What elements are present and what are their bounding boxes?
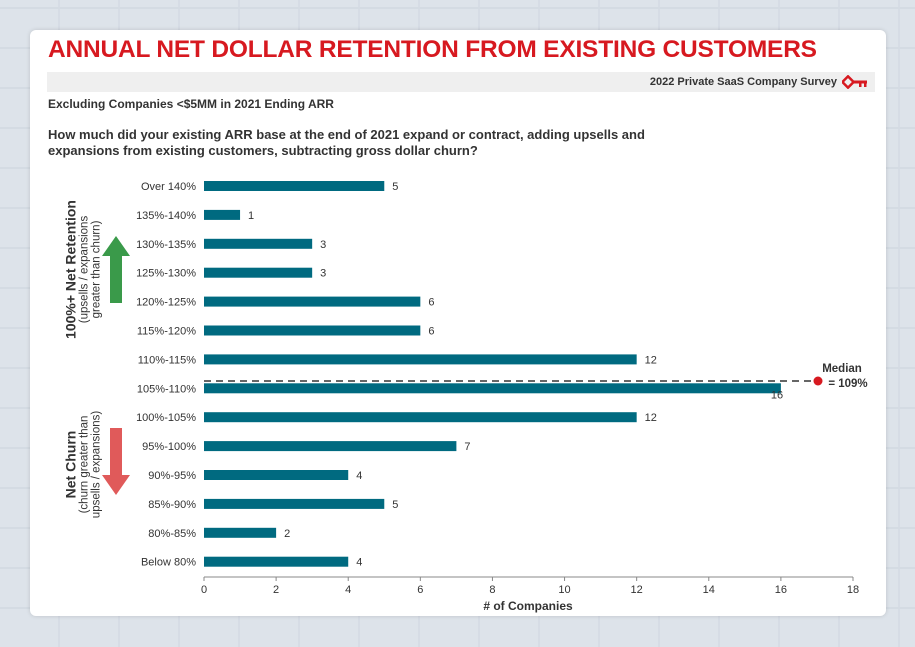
data-label: 6 (428, 326, 434, 338)
slide-card (30, 30, 886, 616)
data-label: 6 (428, 297, 434, 309)
bar (204, 470, 349, 480)
x-tick-label: 2 (273, 584, 279, 596)
bar (204, 383, 781, 394)
down-arrow-icon (102, 428, 130, 495)
bar (204, 556, 349, 567)
bar (204, 209, 241, 220)
bar (204, 441, 457, 452)
category-label: 85%-90% (148, 499, 196, 511)
category-label: 100%-105% (136, 412, 196, 424)
category-label: 80%-85% (148, 528, 196, 540)
data-label: 3 (320, 268, 326, 280)
data-label: 5 (392, 499, 398, 511)
median-value: = 109% (828, 378, 867, 390)
data-label: 2 (284, 528, 290, 540)
x-tick-label: 12 (631, 584, 643, 596)
category-label: 105%-110% (137, 383, 196, 395)
category-label: 115%-120% (137, 326, 196, 338)
category-label: 95%-100% (142, 441, 196, 453)
data-label: 1 (248, 210, 254, 222)
key-logo-icon (842, 75, 867, 89)
bar (204, 267, 313, 278)
category-label: Over 140% (141, 181, 196, 193)
subtitle: Excluding Companies <$5MM in 2021 Ending… (48, 97, 334, 111)
data-label: 12 (645, 354, 657, 366)
category-label: 90%-95% (148, 470, 196, 482)
category-label: Below 80% (141, 557, 196, 569)
bar (204, 412, 637, 423)
bar (204, 181, 385, 191)
survey-label: 2022 Private SaaS Company Survey (649, 76, 837, 88)
data-label: 4 (356, 470, 362, 482)
data-label: 4 (356, 557, 362, 569)
up-arrow-icon (102, 236, 130, 303)
x-tick-label: 0 (201, 584, 207, 596)
bar (204, 527, 277, 538)
survey-question: How much did your existing ARR base at t… (48, 127, 645, 158)
x-tick-label: 6 (417, 584, 423, 596)
x-tick-label: 10 (558, 584, 570, 596)
bar (204, 325, 421, 336)
category-label: 120%-125% (136, 297, 196, 309)
bar (204, 296, 421, 307)
data-label: 7 (464, 441, 470, 453)
category-label: 135%-140% (136, 210, 196, 222)
slide-title: ANNUAL NET DOLLAR RETENTION FROM EXISTIN… (48, 36, 817, 63)
data-label: 12 (645, 412, 657, 424)
median-marker (813, 376, 823, 386)
survey-band (47, 72, 875, 92)
x-tick-label: 18 (847, 584, 859, 596)
x-tick-label: 4 (345, 584, 351, 596)
x-tick-label: 8 (489, 584, 495, 596)
category-label: 125%-130% (136, 268, 196, 280)
median-label: Median (822, 363, 862, 375)
data-label: 3 (320, 239, 326, 251)
bar (204, 238, 313, 249)
category-label: 110%-115% (138, 354, 197, 366)
bar (204, 498, 385, 509)
category-label: 130%-135% (136, 239, 196, 251)
data-label: 16 (771, 389, 783, 401)
x-tick-label: 14 (703, 584, 715, 596)
bar (204, 354, 637, 365)
data-label: 5 (392, 181, 398, 193)
x-tick-label: 16 (775, 584, 787, 596)
x-axis-title: # of Companies (483, 599, 573, 613)
